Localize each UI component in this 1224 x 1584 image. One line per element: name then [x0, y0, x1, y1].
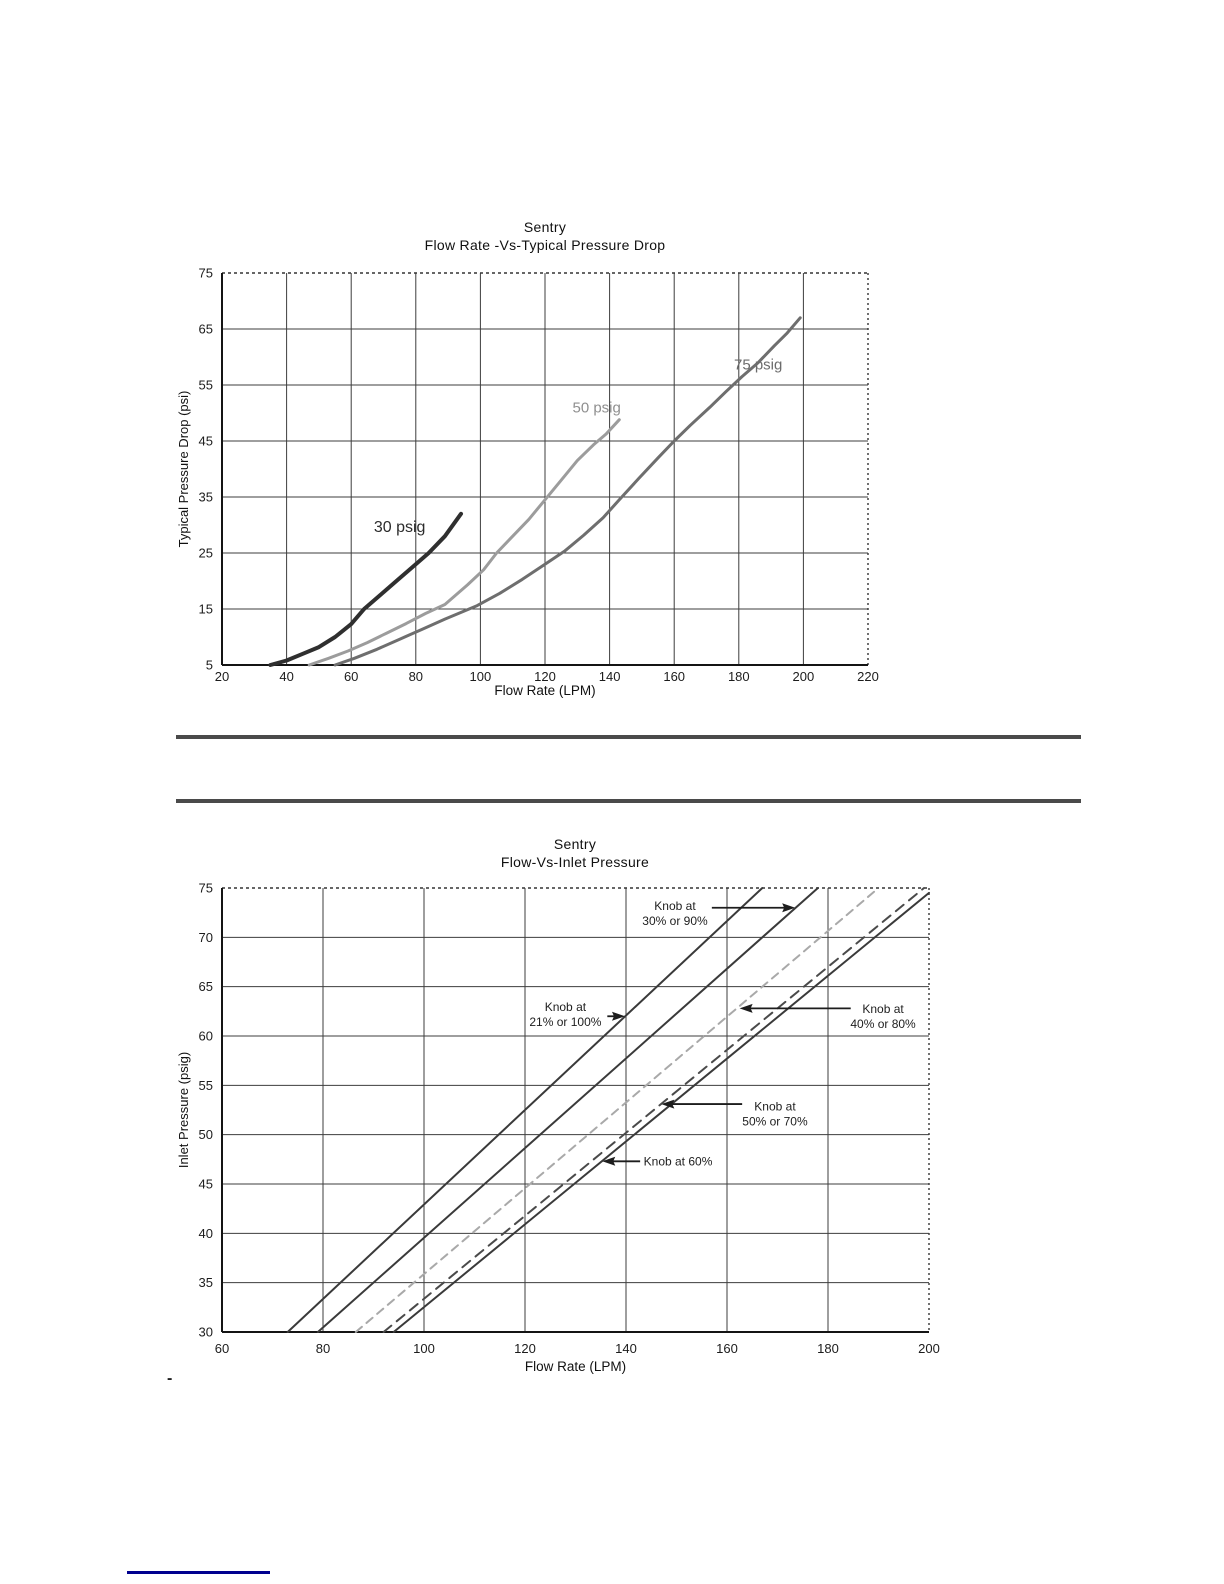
chart2-subtitle: Flow-Vs-Inlet Pressure	[500, 854, 650, 870]
series-knob-at-60	[392, 891, 930, 1333]
chart1-subtitle: Flow Rate -Vs-Typical Pressure Drop	[424, 237, 666, 253]
series-75-psig	[333, 316, 802, 667]
x-tick-label: 140	[615, 1341, 637, 1356]
y-tick-label: 55	[199, 378, 213, 393]
annotation-arrowhead	[782, 903, 796, 913]
annotation-text: Knob at	[754, 1099, 796, 1113]
x-tick-label: 200	[918, 1341, 940, 1356]
x-tick-label: 100	[470, 669, 492, 684]
x-tick-label: 180	[817, 1341, 839, 1356]
x-axis-label: Flow Rate (LPM)	[494, 683, 595, 698]
annotation-text: Knob at	[862, 1002, 904, 1016]
annotation-text: 50 psig	[572, 400, 620, 417]
x-tick-label: 220	[857, 669, 879, 684]
annotation-text: 30% or 90%	[642, 914, 708, 928]
annotation-arrowhead	[739, 1003, 753, 1013]
chart-flow-vs-inlet-pressure: Sentry Flow-Vs-Inlet Pressure 60 80 100 120…	[175, 830, 965, 1382]
x-tick-label: 160	[663, 669, 685, 684]
chart1-canvas: 20 40 60 80 100 120 140 160 180 200 220 5 15 25 35 45 55…	[176, 266, 879, 699]
x-tick-label: 40	[279, 669, 293, 684]
y-tick-label: 45	[199, 434, 213, 449]
series-knob-at-30-or-90	[316, 887, 819, 1333]
x-axis-label: Flow Rate (LPM)	[525, 1359, 626, 1374]
y-tick-label: 50	[199, 1127, 213, 1142]
x-tick-label: 80	[409, 669, 423, 684]
annotation-text: Knob at 60%	[644, 1154, 713, 1168]
x-tick-label: 120	[534, 669, 556, 684]
chart-flow-rate-vs-pressure-drop: Sentry Flow Rate -Vs-Typical Pressure Dr…	[175, 212, 895, 712]
annotation-75-psig: 75 psig	[734, 356, 782, 373]
annotation-text: 75 psig	[734, 356, 782, 373]
x-tick-label: 200	[793, 669, 815, 684]
y-tick-label: 55	[199, 1078, 213, 1093]
y-tick-label: 65	[199, 979, 213, 994]
y-tick-label: 35	[199, 1275, 213, 1290]
series-30-psig	[268, 511, 463, 667]
y-tick-label: 25	[199, 546, 213, 561]
x-tick-label: 60	[215, 1341, 229, 1356]
series-50-psig	[307, 418, 621, 667]
divider-line-bottom	[176, 799, 1081, 803]
annotation-arrowhead	[611, 1011, 625, 1021]
annotation-knob-at-60: Knob at 60%	[602, 1154, 713, 1168]
y-tick-label: 45	[199, 1177, 213, 1192]
y-tick-label: 5	[206, 658, 213, 673]
y-tick-label: 35	[199, 490, 213, 505]
y-tick-label: 15	[199, 602, 213, 617]
x-tick-label: 120	[514, 1341, 536, 1356]
annotation-30-psig: 30 psig	[374, 519, 426, 536]
chart2-title: Sentry	[553, 836, 597, 852]
annotation-text: 50% or 70%	[742, 1114, 808, 1128]
annotation-arrowhead	[661, 1099, 675, 1109]
annotation-50-psig: 50 psig	[572, 400, 620, 417]
y-axis-label: Typical Pressure Drop (psi)	[176, 391, 191, 548]
annotation-text: 30 psig	[374, 519, 426, 536]
chart1-title: Sentry	[523, 219, 567, 235]
y-tick-label: 30	[199, 1325, 213, 1340]
series-knob-at-50-or-70	[382, 887, 925, 1333]
link-underline[interactable]	[127, 1571, 270, 1574]
y-tick-label: 70	[199, 930, 213, 945]
y-axis-label: Inlet Pressure (psig)	[176, 1052, 191, 1168]
y-tick-label: 75	[199, 881, 213, 896]
y-tick-label: 65	[199, 322, 213, 337]
x-tick-label: 20	[215, 669, 229, 684]
chart2-canvas: 60 80 100 120 140 160 180 200 30 35 40 45 50 55 60 65 70…	[176, 881, 940, 1375]
x-tick-label: 140	[599, 669, 621, 684]
y-tick-label: 40	[199, 1226, 213, 1241]
divider-line-top	[176, 735, 1081, 739]
y-tick-label: 75	[199, 266, 213, 281]
x-tick-label: 160	[716, 1341, 738, 1356]
x-tick-label: 100	[413, 1341, 435, 1356]
annotation-text: Knob at	[654, 899, 696, 913]
x-tick-label: 60	[344, 669, 358, 684]
annotation-text: 40% or 80%	[850, 1017, 916, 1031]
x-tick-label: 80	[316, 1341, 330, 1356]
annotation-arrowhead	[602, 1156, 616, 1166]
y-tick-label: 60	[199, 1029, 213, 1044]
series-knob-at-40-or-80	[354, 887, 880, 1333]
dash-mark: -	[167, 1370, 173, 1387]
x-tick-label: 180	[728, 669, 750, 684]
series-knob-at-21-or-100	[286, 887, 764, 1333]
annotation-text: 21% or 100%	[529, 1015, 601, 1029]
annotation-text: Knob at	[545, 1000, 587, 1014]
